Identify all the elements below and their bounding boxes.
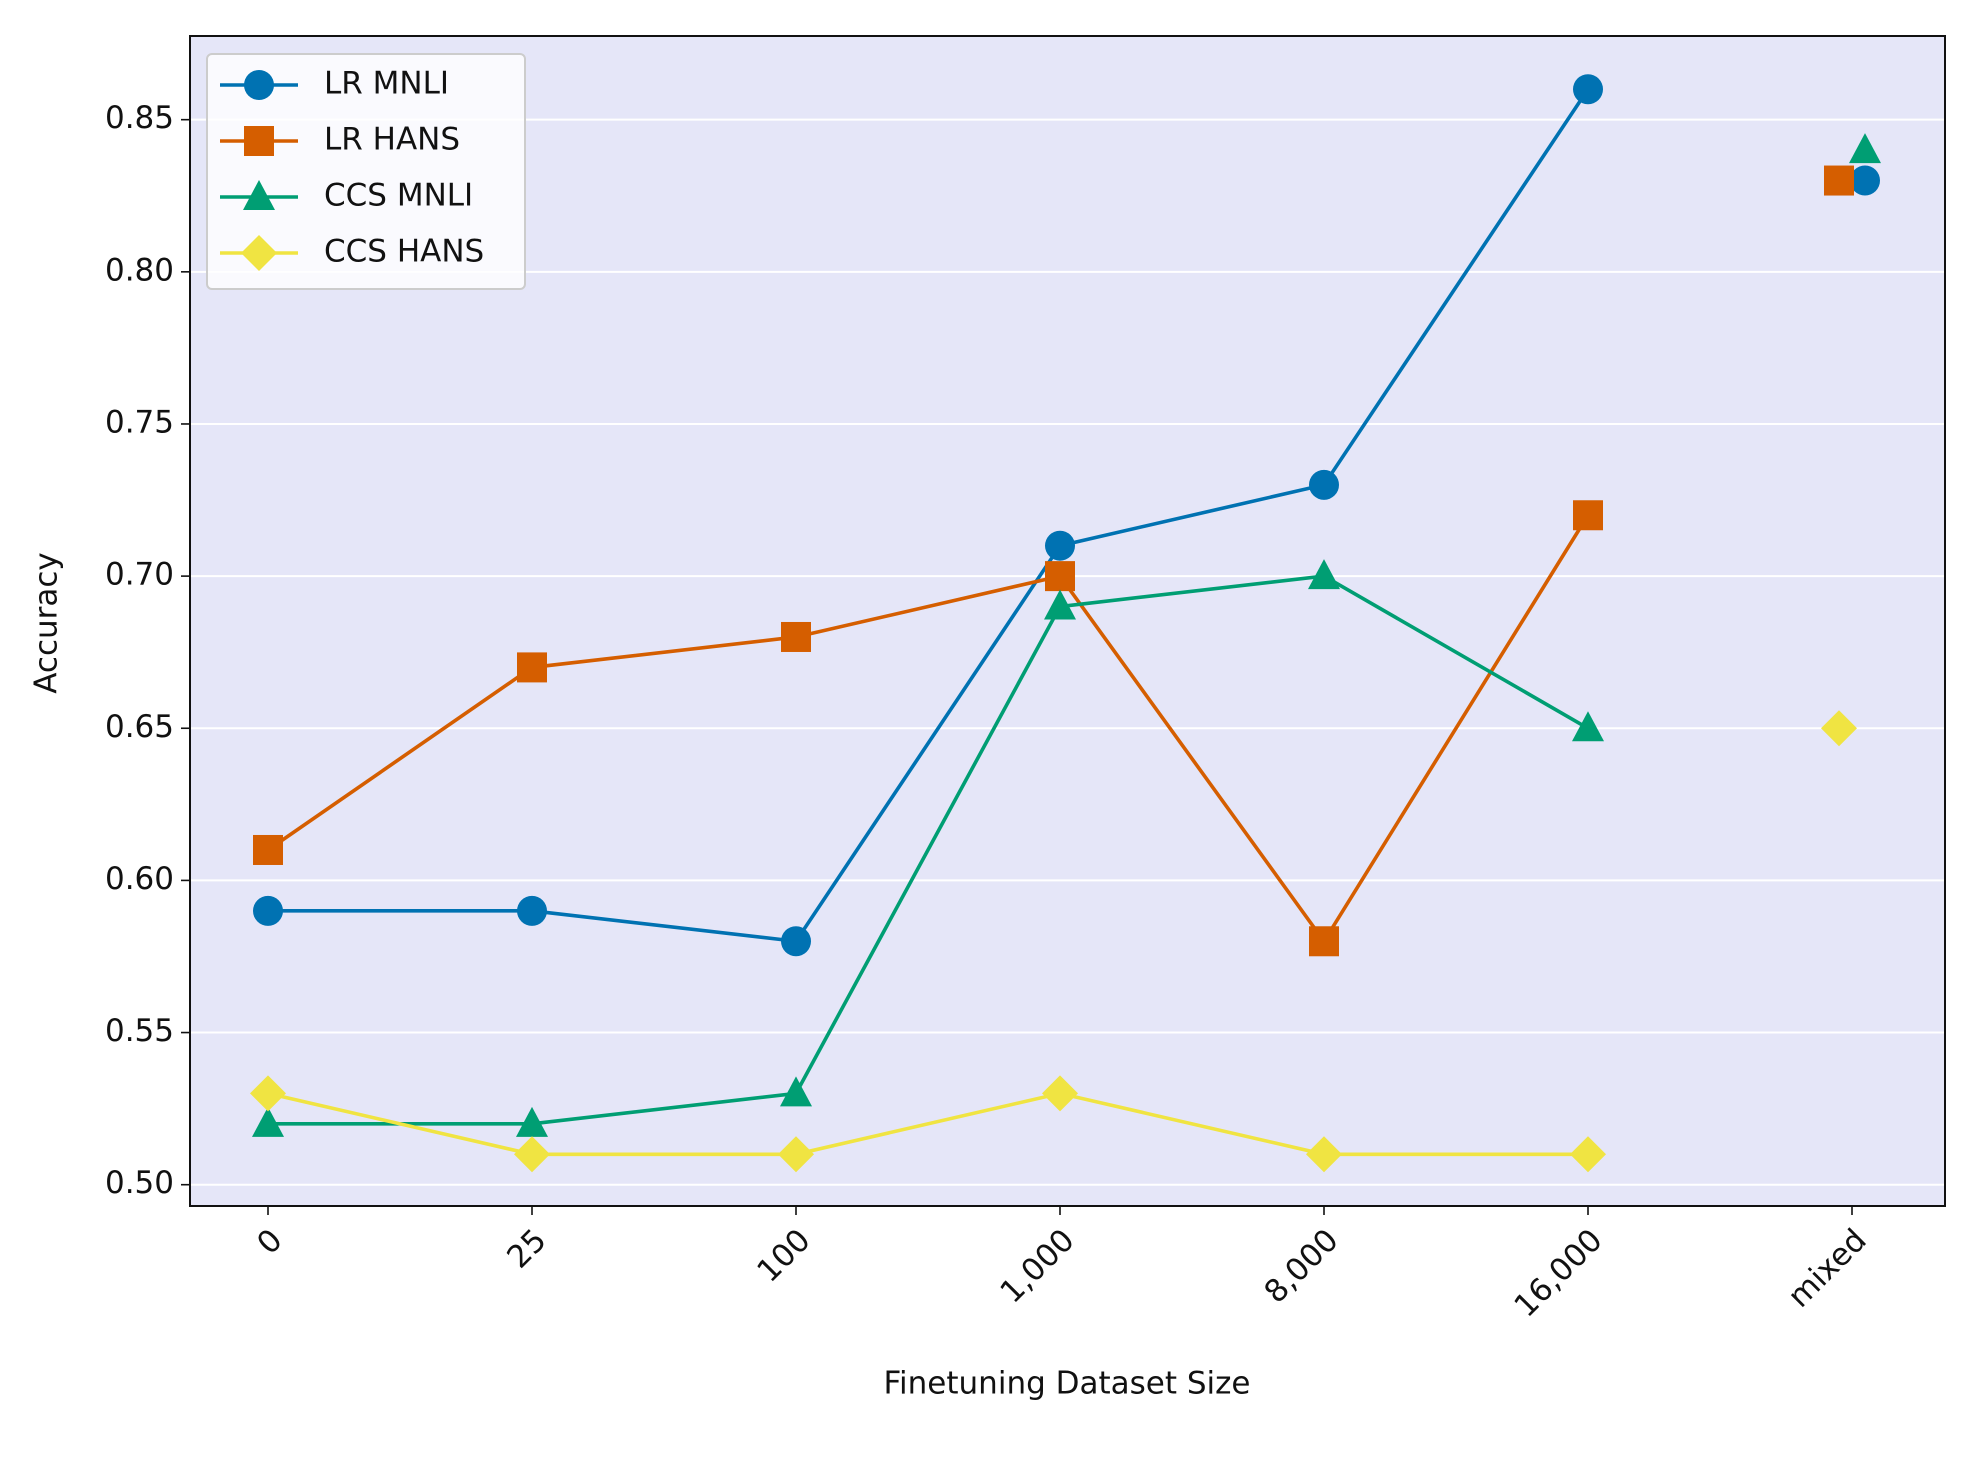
y-tick-label: 0.80: [105, 252, 174, 288]
data-point: [1821, 710, 1857, 747]
data-point: [252, 1106, 284, 1137]
x-tick-label: 8,000: [1257, 1222, 1345, 1310]
x-tick-label: 25: [500, 1222, 553, 1275]
data-point: [517, 652, 547, 683]
data-point: [1045, 561, 1075, 592]
x-tick-label: 1,000: [993, 1222, 1081, 1310]
y-tick-label: 0.85: [105, 100, 174, 136]
data-point: [1573, 500, 1603, 531]
data-point: [781, 621, 811, 652]
y-tick-label: 0.55: [105, 1013, 174, 1049]
legend-label: LR MNLI: [324, 66, 449, 102]
data-point: [250, 1075, 286, 1112]
x-tick-label: mixed: [1781, 1222, 1874, 1315]
data-point: [1572, 711, 1604, 742]
data-point: [1309, 926, 1339, 957]
legend-marker: [244, 126, 274, 156]
x-tick-label: 100: [750, 1222, 817, 1289]
legend-box: [206, 53, 526, 290]
data-point: [1570, 1136, 1606, 1173]
series-line: [266, 514, 1590, 945]
data-point: [517, 895, 547, 926]
series-line: [267, 1091, 1588, 1157]
series-line: [268, 88, 1590, 944]
data-point: [1850, 165, 1880, 196]
data-point: [514, 1136, 550, 1173]
legend-marker: [244, 70, 274, 100]
legend-marker: [243, 180, 275, 210]
data-point: [253, 895, 283, 926]
data-point: [516, 1106, 548, 1137]
data-point: [1045, 530, 1075, 561]
data-point: [1042, 1075, 1078, 1112]
data-point: [1573, 74, 1603, 105]
legend-label: CCS HANS: [324, 234, 484, 270]
data-point: [1309, 469, 1339, 500]
data-point: [1306, 1136, 1342, 1173]
data-point: [1849, 133, 1881, 164]
data-point: [1824, 165, 1854, 196]
y-axis-label: Accuracy: [29, 552, 65, 694]
y-tick-label: 0.65: [105, 709, 174, 745]
y-tick-label: 0.50: [105, 1165, 174, 1201]
data-point: [1044, 589, 1076, 620]
y-tick-label: 0.70: [105, 557, 174, 593]
plot-frame: [189, 35, 1946, 1207]
data-point: [778, 1136, 814, 1173]
legend-label: LR HANS: [324, 122, 460, 158]
x-axis-label: Finetuning Dataset Size: [883, 1366, 1250, 1402]
data-point: [253, 834, 283, 865]
data-point: [780, 1076, 812, 1107]
legend-label: CCS MNLI: [324, 178, 473, 214]
series-line: [268, 574, 1589, 1126]
data-point: [781, 926, 811, 957]
y-tick-label: 0.75: [105, 404, 174, 440]
legend-marker: [241, 235, 277, 271]
x-tick-label: 0: [250, 1222, 289, 1261]
data-point: [1308, 559, 1340, 590]
x-tick-label: 16,000: [1508, 1222, 1610, 1324]
y-tick-label: 0.60: [105, 861, 174, 897]
